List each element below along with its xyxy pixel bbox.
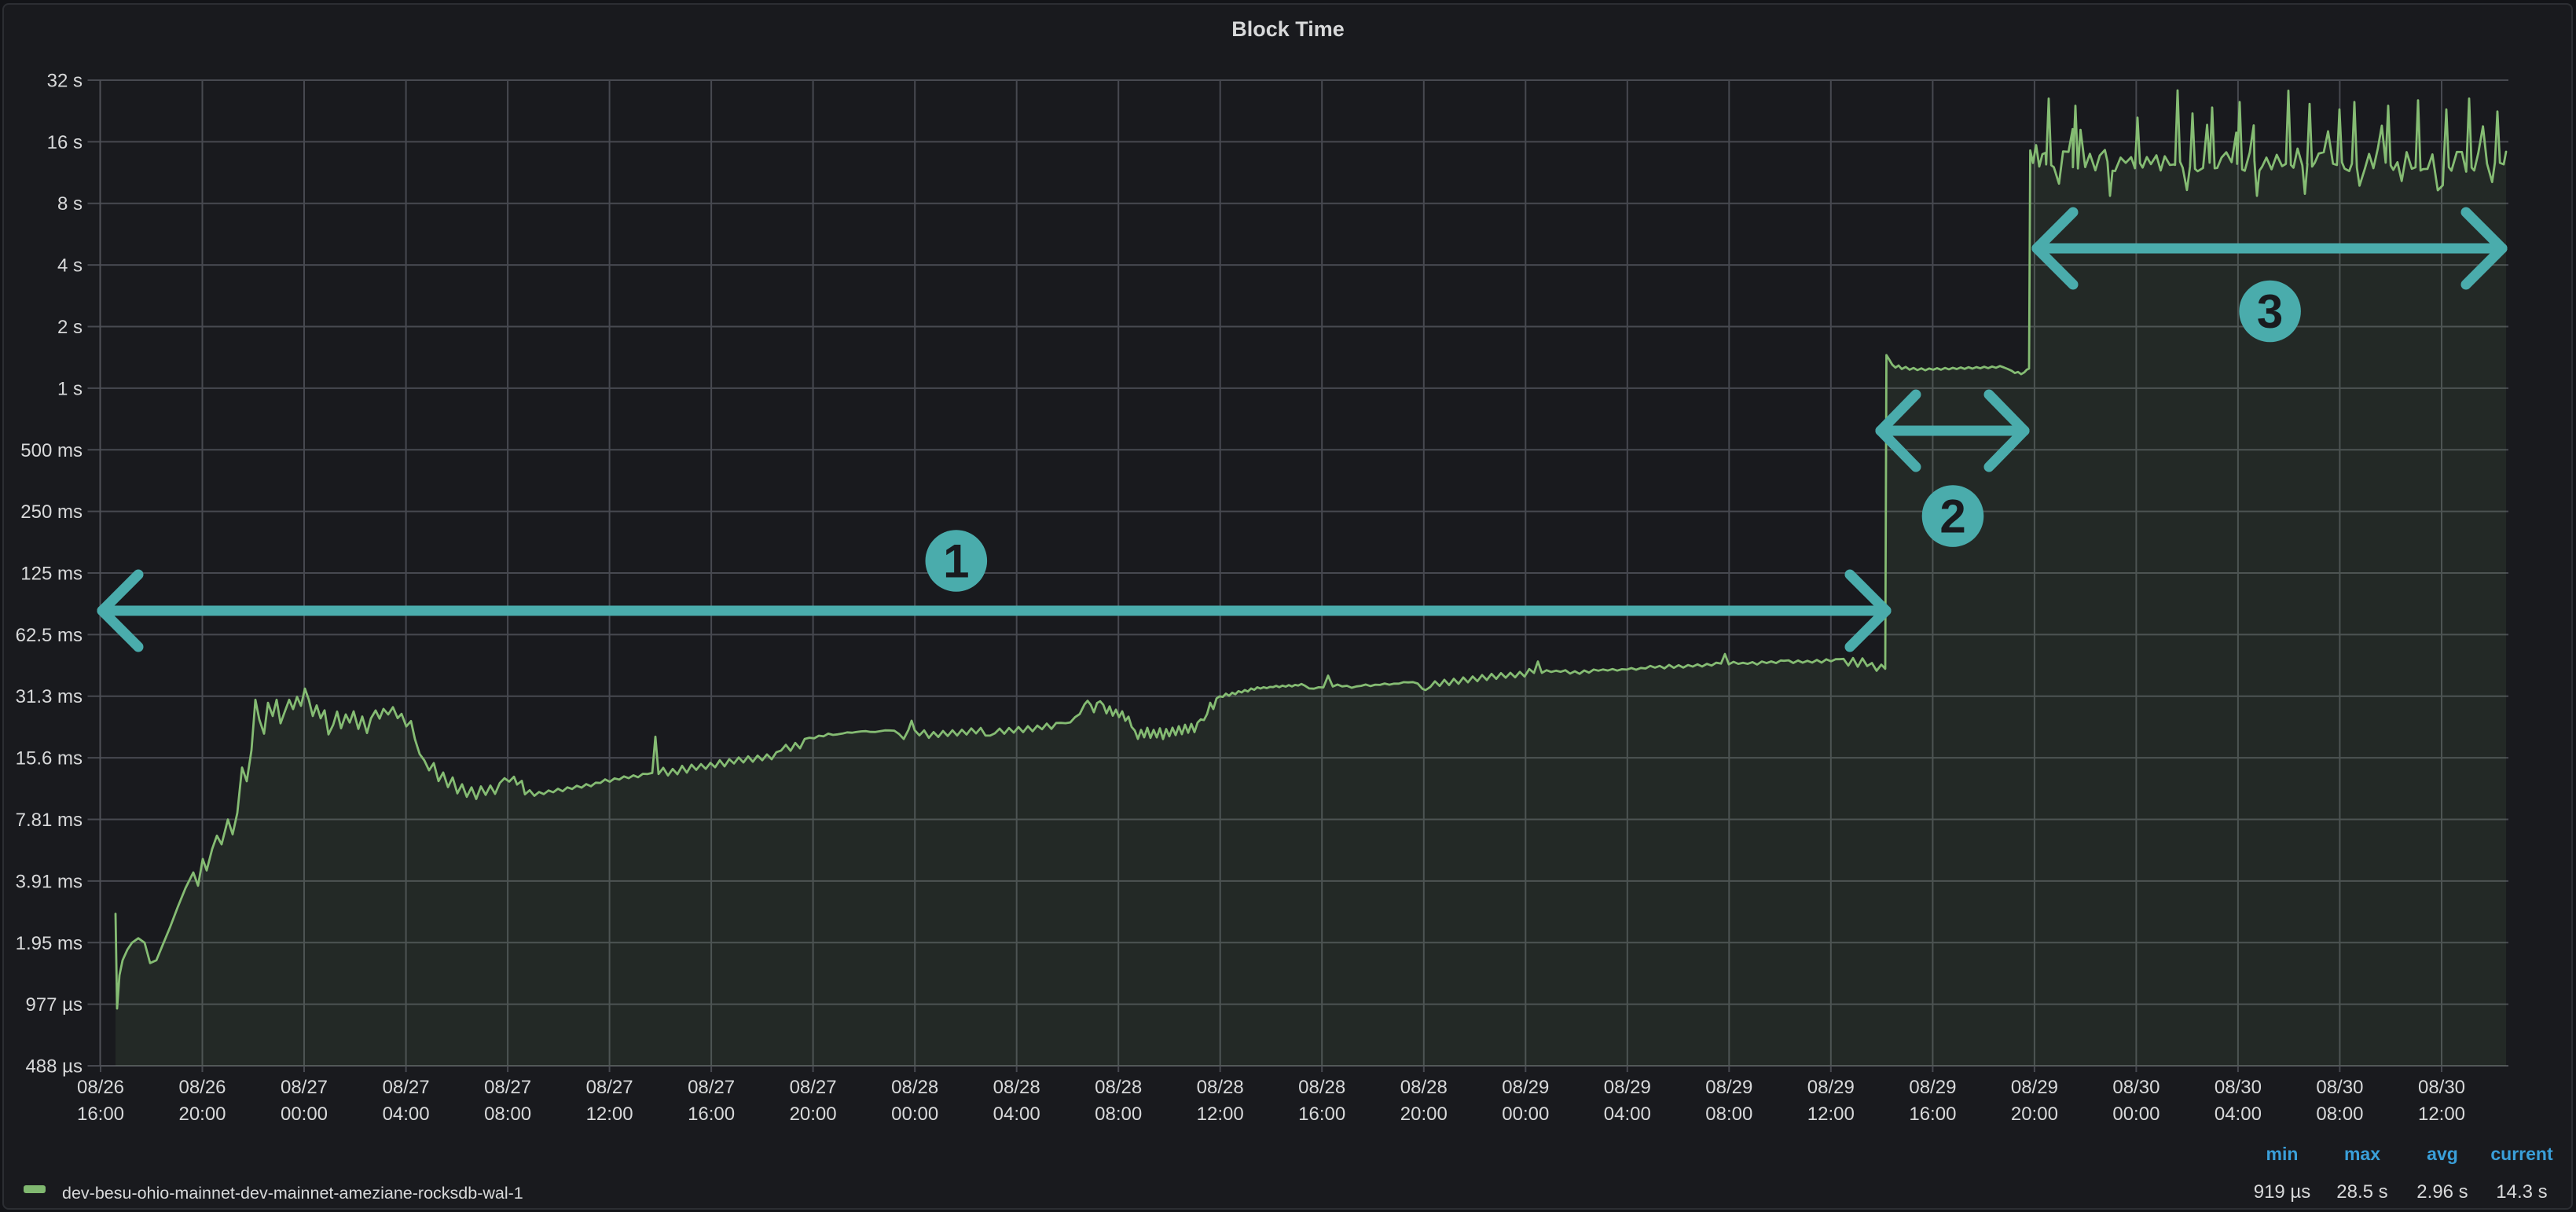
svg-text:16:00: 16:00 bbox=[1909, 1104, 1956, 1125]
svg-text:16:00: 16:00 bbox=[77, 1104, 124, 1125]
svg-text:488 µs: 488 µs bbox=[25, 1056, 83, 1078]
svg-text:08/29: 08/29 bbox=[2011, 1077, 2058, 1098]
svg-text:Block Time: Block Time bbox=[1231, 17, 1345, 41]
svg-text:500 ms: 500 ms bbox=[20, 440, 83, 461]
svg-text:dev-besu-ohio-mainnet-dev-main: dev-besu-ohio-mainnet-dev-mainnet-amezia… bbox=[62, 1184, 523, 1203]
svg-text:7.81 ms: 7.81 ms bbox=[16, 810, 83, 831]
svg-text:16:00: 16:00 bbox=[688, 1104, 735, 1125]
svg-text:08/27: 08/27 bbox=[383, 1077, 430, 1098]
svg-text:00:00: 00:00 bbox=[2112, 1104, 2160, 1125]
svg-text:977 µs: 977 µs bbox=[25, 994, 83, 1016]
svg-text:00:00: 00:00 bbox=[1502, 1104, 1549, 1125]
svg-text:08/29: 08/29 bbox=[1807, 1077, 1855, 1098]
svg-text:1.95 ms: 1.95 ms bbox=[16, 933, 83, 954]
svg-text:20:00: 20:00 bbox=[2011, 1104, 2058, 1125]
svg-text:31.3 ms: 31.3 ms bbox=[16, 686, 83, 707]
svg-text:08/29: 08/29 bbox=[1705, 1077, 1752, 1098]
svg-text:04:00: 04:00 bbox=[2215, 1104, 2262, 1125]
svg-text:2.96 s: 2.96 s bbox=[2416, 1181, 2468, 1203]
svg-text:04:00: 04:00 bbox=[993, 1104, 1040, 1125]
svg-text:00:00: 00:00 bbox=[891, 1104, 938, 1125]
svg-text:14.3 s: 14.3 s bbox=[2496, 1181, 2547, 1203]
svg-text:08/27: 08/27 bbox=[586, 1077, 633, 1098]
svg-text:12:00: 12:00 bbox=[586, 1104, 633, 1125]
svg-text:08/27: 08/27 bbox=[688, 1077, 735, 1098]
svg-text:12:00: 12:00 bbox=[1197, 1104, 1244, 1125]
svg-text:12:00: 12:00 bbox=[2418, 1104, 2465, 1125]
svg-text:1 s: 1 s bbox=[57, 378, 83, 399]
svg-text:2 s: 2 s bbox=[57, 317, 83, 338]
svg-text:08/27: 08/27 bbox=[790, 1077, 837, 1098]
svg-text:08:00: 08:00 bbox=[1705, 1104, 1752, 1125]
svg-text:62.5 ms: 62.5 ms bbox=[16, 625, 83, 646]
svg-text:125 ms: 125 ms bbox=[20, 564, 83, 585]
svg-text:avg: avg bbox=[2427, 1144, 2458, 1164]
svg-text:4 s: 4 s bbox=[57, 255, 83, 277]
svg-text:8 s: 8 s bbox=[57, 193, 83, 215]
svg-text:08/29: 08/29 bbox=[1909, 1077, 1956, 1098]
svg-text:08/30: 08/30 bbox=[2316, 1077, 2363, 1098]
svg-text:08/28: 08/28 bbox=[1400, 1077, 1448, 1098]
svg-text:08/29: 08/29 bbox=[1604, 1077, 1651, 1098]
svg-text:20:00: 20:00 bbox=[790, 1104, 837, 1125]
svg-text:08/29: 08/29 bbox=[1502, 1077, 1549, 1098]
svg-text:3.91 ms: 3.91 ms bbox=[16, 871, 83, 892]
svg-text:08/27: 08/27 bbox=[484, 1077, 531, 1098]
svg-text:08/28: 08/28 bbox=[993, 1077, 1040, 1098]
svg-text:04:00: 04:00 bbox=[383, 1104, 430, 1125]
svg-text:08/28: 08/28 bbox=[1095, 1077, 1142, 1098]
svg-text:3: 3 bbox=[2257, 285, 2283, 338]
svg-text:08/28: 08/28 bbox=[1298, 1077, 1345, 1098]
svg-text:08:00: 08:00 bbox=[484, 1104, 531, 1125]
svg-text:08/26: 08/26 bbox=[178, 1077, 226, 1098]
svg-text:08/26: 08/26 bbox=[77, 1077, 124, 1098]
svg-text:00:00: 00:00 bbox=[281, 1104, 328, 1125]
svg-text:15.6 ms: 15.6 ms bbox=[16, 748, 83, 769]
svg-text:28.5 s: 28.5 s bbox=[2336, 1181, 2387, 1203]
svg-text:08:00: 08:00 bbox=[2316, 1104, 2363, 1125]
svg-text:20:00: 20:00 bbox=[178, 1104, 226, 1125]
svg-text:919 µs: 919 µs bbox=[2254, 1181, 2311, 1203]
svg-text:08/30: 08/30 bbox=[2418, 1077, 2465, 1098]
svg-text:08/28: 08/28 bbox=[1197, 1077, 1244, 1098]
svg-text:32 s: 32 s bbox=[47, 71, 83, 92]
svg-text:08/30: 08/30 bbox=[2112, 1077, 2160, 1098]
svg-text:08/30: 08/30 bbox=[2215, 1077, 2262, 1098]
svg-text:08/28: 08/28 bbox=[891, 1077, 938, 1098]
svg-text:current: current bbox=[2490, 1144, 2553, 1164]
svg-text:250 ms: 250 ms bbox=[20, 501, 83, 523]
svg-text:08:00: 08:00 bbox=[1095, 1104, 1142, 1125]
svg-text:16:00: 16:00 bbox=[1298, 1104, 1345, 1125]
svg-text:max: max bbox=[2344, 1144, 2380, 1164]
svg-text:2: 2 bbox=[1939, 490, 1965, 543]
svg-text:12:00: 12:00 bbox=[1807, 1104, 1855, 1125]
svg-text:04:00: 04:00 bbox=[1604, 1104, 1651, 1125]
svg-text:min: min bbox=[2266, 1144, 2299, 1164]
svg-text:16 s: 16 s bbox=[47, 132, 83, 153]
svg-text:08/27: 08/27 bbox=[281, 1077, 328, 1098]
svg-text:1: 1 bbox=[943, 535, 969, 588]
svg-text:20:00: 20:00 bbox=[1400, 1104, 1448, 1125]
